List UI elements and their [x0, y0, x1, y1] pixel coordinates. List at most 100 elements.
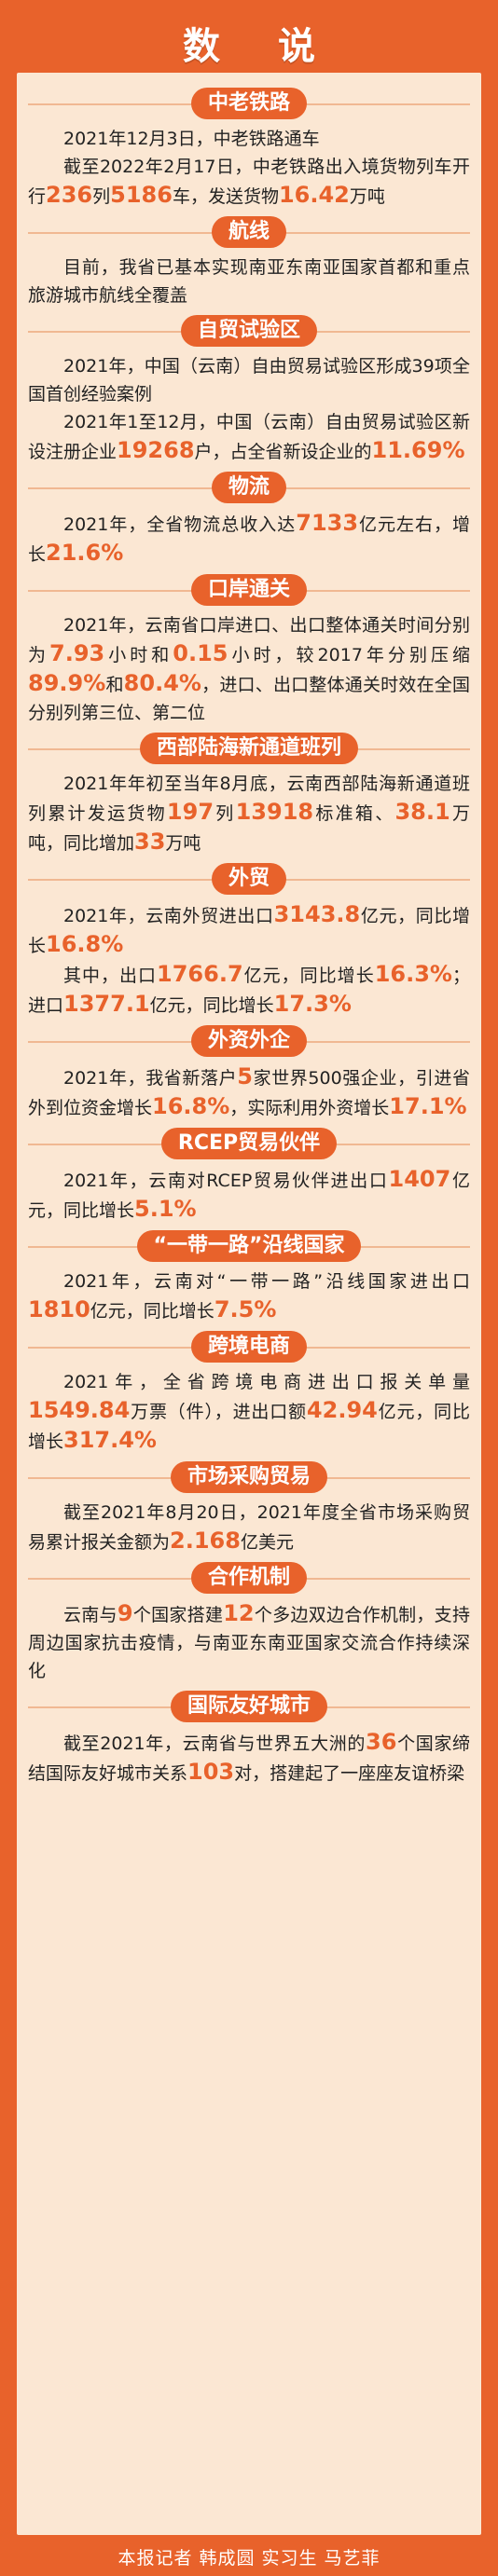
- highlight-number: 21.6%: [46, 540, 124, 566]
- text-run: 2021年，全省跨境电商进出口报关单量: [63, 1372, 470, 1392]
- highlight-number: 42.94: [306, 1397, 378, 1423]
- text-run: 2021年12月3日，中老铁路通车: [63, 129, 320, 149]
- text-run: 户，占全省新设企业的: [194, 442, 372, 462]
- text-run: 2021年，云南外贸进出口: [63, 906, 274, 926]
- section-header-label: 自贸试验区: [180, 315, 317, 347]
- section-header: 自贸试验区: [28, 315, 470, 347]
- highlight-number: 11.69%: [371, 437, 465, 463]
- text-run: 和: [105, 675, 124, 695]
- highlight-number: 7.93: [49, 640, 105, 666]
- section: 外资外企 2021年，我省新落户5家世界500强企业，引进省外到位资金增长16.8…: [28, 1025, 470, 1122]
- text-run: 车，发送货物: [172, 186, 279, 207]
- section-header: 市场采购贸易: [28, 1461, 470, 1493]
- section-paragraph: 2021年，云南省口岸进口、出口整体通关时间分别为7.93小时和0.15小时，较…: [28, 611, 470, 727]
- section-header: 口岸通关: [28, 574, 470, 606]
- text-run: 万吨，同比增加: [28, 803, 470, 854]
- text-run: 其中，出口: [63, 966, 158, 986]
- section: 航线目前，我省已基本实现南亚东南亚国家首都和重点旅游城市航线全覆盖: [28, 216, 470, 309]
- section: 合作机制云南与9个国家搭建12个多边双边合作机制，支持周边国家抗击疫情，与南亚东…: [28, 1562, 470, 1685]
- highlight-number: 5: [237, 1063, 253, 1089]
- text-run: 2021年，我省新落户: [63, 1068, 238, 1089]
- highlight-number: 89.9%: [28, 670, 106, 696]
- section-header-label: 物流: [211, 472, 286, 503]
- highlight-number: 3143.8: [273, 901, 361, 927]
- text-run: 亿元左右，增长: [28, 514, 470, 565]
- section: 西部陆海新通道班列 2021年年初至当年8月底，云南西部陆海新通道班列累计发运货物…: [28, 733, 470, 857]
- highlight-number: 197: [166, 799, 214, 825]
- section-header: 合作机制: [28, 1562, 470, 1594]
- section: “一带一路”沿线国家 2021年，云南对“一带一路”沿线国家进出口 1810亿元，同…: [28, 1230, 470, 1325]
- text-run: 个国家缔结国际友好城市关系: [28, 1733, 470, 1784]
- byline: 本报记者 韩成圆 实习生 马艺菲: [0, 2537, 498, 2576]
- section-header-label: “一带一路”沿线国家: [136, 1230, 362, 1262]
- highlight-number: 12: [223, 1600, 255, 1626]
- section-header: 外资外企: [28, 1025, 470, 1057]
- text-run: 云南与: [63, 1605, 118, 1625]
- section-paragraph: 2021年，云南外贸进出口3143.8亿元，同比增长16.8%: [28, 900, 470, 960]
- highlight-number: 19268: [117, 437, 195, 463]
- text-run: 亿元，同比增长: [90, 1301, 214, 1322]
- highlight-number: 17.3%: [273, 991, 352, 1017]
- section-header-label: RCEP贸易伙伴: [160, 1128, 338, 1159]
- highlight-number: 16.42: [278, 182, 350, 208]
- section-header: 航线: [28, 216, 470, 248]
- section: 国际友好城市截至2021年，云南省与世界五大洲的36个国家缔结国际友好城市关系1…: [28, 1691, 470, 1788]
- section: 中老铁路 2021年12月3日，中老铁路通车 截至2022年2月17日，中老铁路出入…: [28, 88, 470, 211]
- section: RCEP贸易伙伴 2021年，云南对RCEP贸易伙伴进出口1407亿元，同比增长5…: [28, 1128, 470, 1225]
- text-run: 截至2021年8月20日，2021年度全省市场采购贸易累计报关金额为: [28, 1502, 470, 1553]
- byline-text: 本报记者 韩成圆 实习生 马艺菲: [118, 2547, 380, 2569]
- text-run: 2021年，云南对RCEP贸易伙伴进出口: [63, 1171, 389, 1191]
- section-header: RCEP贸易伙伴: [28, 1128, 470, 1159]
- text-run: ，实际利用外资增长: [229, 1098, 390, 1118]
- highlight-number: 7133: [296, 510, 359, 536]
- section-paragraph: 2021年12月3日，中老铁路通车: [28, 125, 470, 153]
- text-run: 2021年年初至当年8月底，云南西部陆海新通道班列累计发运货物: [28, 774, 470, 824]
- section: 物流 2021年，全省物流总收入达7133亿元左右，增长21.6%: [28, 472, 470, 569]
- section-paragraph: 截至2021年，云南省与世界五大洲的36个国家缔结国际友好城市关系103对，搭建…: [28, 1728, 470, 1788]
- text-run: 目前，我省已基本实现南亚东南亚国家首都和重点旅游城市航线全覆盖: [28, 257, 470, 306]
- highlight-number: 80.4%: [123, 670, 201, 696]
- highlight-number: 1549.84: [28, 1397, 131, 1423]
- sections-list: 中老铁路 2021年12月3日，中老铁路通车 截至2022年2月17日，中老铁路出入…: [28, 88, 470, 1788]
- section-paragraph: 2021年，我省新落户5家世界500强企业，引进省外到位资金增长16.8%，实际…: [28, 1062, 470, 1122]
- highlight-number: 1377.1: [63, 991, 150, 1017]
- text-run: 小时和: [104, 645, 173, 665]
- text-run: 万吨: [165, 833, 201, 854]
- section-paragraph: 2021年，云南对“一带一路”沿线国家进出口 1810亿元，同比增长7.5%: [28, 1267, 470, 1325]
- highlight-number: 9: [117, 1600, 133, 1626]
- section-paragraph: 截至2021年8月20日，2021年度全省市场采购贸易累计报关金额为2.168亿…: [28, 1499, 470, 1556]
- text-run: 2021年，全省物流总收入达: [63, 514, 297, 535]
- highlight-number: 0.15: [173, 640, 228, 666]
- highlight-number: 2.168: [170, 1528, 241, 1554]
- text-run: 列: [214, 803, 236, 824]
- section-paragraph: 2021年，云南对RCEP贸易伙伴进出口1407亿元，同比增长5.1%: [28, 1165, 470, 1225]
- section-header: “一带一路”沿线国家: [28, 1230, 470, 1262]
- section: 自贸试验区 2021年，中国（云南）自由贸易试验区形成39项全国首创经验案例 202…: [28, 315, 470, 466]
- section-header-label: 国际友好城市: [170, 1691, 327, 1722]
- highlight-number: 1766.7: [157, 961, 243, 987]
- text-run: 个多边双边合作机制，支持周边国家抗击疫情，与南亚东南亚国家交流合作持续深化: [28, 1605, 470, 1681]
- content-panel: 中老铁路 2021年12月3日，中老铁路通车 截至2022年2月17日，中老铁路出入…: [17, 73, 481, 2535]
- text-run: 列: [92, 186, 111, 207]
- text-run: 截至2021年，云南省与世界五大洲的: [63, 1733, 367, 1754]
- text-run: 截至2022年2月17日，中老铁路出入境货物列车开行: [28, 157, 470, 207]
- text-run: 家世界500强企业，引进省外到位资金增长: [28, 1068, 470, 1118]
- title-bar: 数 说: [13, 13, 485, 73]
- highlight-number: 16.3%: [374, 961, 452, 987]
- text-run: 小时，较2017年分别压缩: [228, 645, 470, 665]
- section-paragraph: 云南与9个国家搭建12个多边双边合作机制，支持周边国家抗击疫情，与南亚东南亚国家…: [28, 1599, 470, 1685]
- highlight-number: 7.5%: [214, 1296, 277, 1322]
- text-run: 标准箱、: [313, 803, 395, 824]
- text-run: 2021年1至12月，中国（云南）自由贸易试验区新设注册企业: [28, 412, 470, 462]
- section-header: 物流: [28, 472, 470, 503]
- section-header-label: 航线: [211, 216, 286, 248]
- section-paragraph: 截至2022年2月17日，中老铁路出入境货物列车开行236列5186车，发送货物…: [28, 153, 470, 211]
- section-header-label: 外贸: [211, 863, 286, 895]
- highlight-number: 13918: [235, 799, 314, 825]
- section-header-label: 合作机制: [190, 1562, 307, 1594]
- section-header: 国际友好城市: [28, 1691, 470, 1722]
- section: 跨境电商 2021年，全省跨境电商进出口报关单量 1549.84万票（件），进出口额…: [28, 1331, 470, 1456]
- section: 外贸 2021年，云南外贸进出口3143.8亿元，同比增长16.8% 其中，出口17…: [28, 863, 470, 1020]
- highlight-number: 36: [366, 1729, 397, 1755]
- highlight-number: 16.8%: [46, 931, 124, 957]
